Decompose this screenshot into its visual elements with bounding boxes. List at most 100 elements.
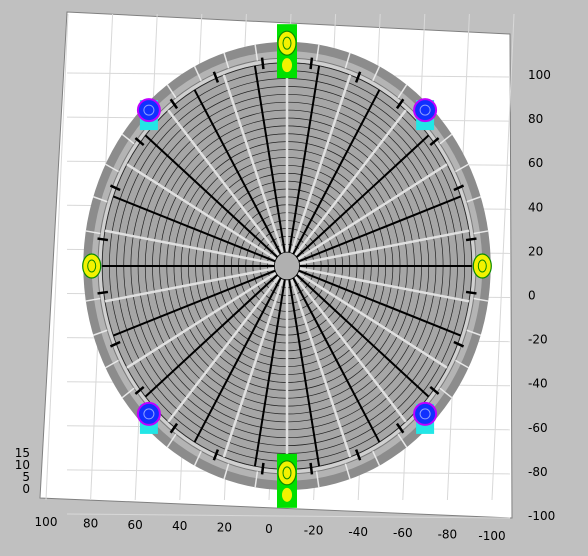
- y-tick-label: 60: [528, 156, 543, 170]
- radial-spoke: [104, 267, 275, 303]
- wall-segment-edge: [105, 359, 119, 369]
- grid-line-vertical: [491, 13, 515, 501]
- y-tick-label: -20: [528, 333, 548, 347]
- radial-spoke: [253, 279, 286, 467]
- ring-marker: [309, 57, 314, 70]
- radial-spoke: [295, 274, 430, 398]
- wall-segment-edge: [93, 196, 108, 203]
- x-tick-label: 40: [172, 519, 187, 533]
- ring-marker: [395, 422, 405, 434]
- ring-marker: [97, 237, 109, 242]
- wall-segment-edge: [93, 329, 108, 336]
- wall-segment-edge: [397, 433, 408, 448]
- wall-segment-edge: [344, 463, 351, 480]
- ring-marker: [429, 137, 440, 147]
- wall-segment-edge: [85, 297, 101, 302]
- y-tick-label: -60: [528, 421, 548, 435]
- x-axis-ticks: 100 80 60 40 20 0 -20 -40 -60 -80 -100: [35, 515, 506, 543]
- ring-marker: [97, 290, 109, 295]
- ring-marker: [354, 449, 362, 461]
- ring-marker: [453, 184, 465, 192]
- ring-marker: [453, 340, 465, 348]
- radial-spoke: [292, 89, 381, 255]
- wall-segment-edge: [439, 387, 453, 399]
- y-tick-label: 0: [528, 289, 536, 303]
- wall-segment-edge: [439, 133, 453, 145]
- x-tick-label: -40: [348, 525, 368, 539]
- radial-spoke: [167, 275, 280, 423]
- ring-module: [472, 253, 492, 279]
- ring-marker: [212, 449, 220, 461]
- ring-module: [413, 98, 438, 131]
- wall-segment-edge: [455, 163, 469, 173]
- wall-segment-edge: [193, 66, 202, 82]
- wall-segment-edge: [121, 387, 135, 399]
- wall-segment-edge: [397, 84, 408, 99]
- x-tick-label: 100: [35, 515, 58, 529]
- radial-spoke: [126, 163, 277, 261]
- y-tick-label: 40: [528, 200, 543, 214]
- ring-marker: [465, 290, 477, 295]
- radial-spoke: [193, 277, 282, 443]
- ring-marker: [260, 462, 265, 475]
- radial-spoke: [290, 74, 352, 254]
- wall-segment-edge: [254, 471, 259, 488]
- ring-module: [136, 98, 161, 131]
- ring-marker: [134, 137, 145, 147]
- radial-spoke: [297, 271, 448, 369]
- y-tick-label: -100: [528, 509, 555, 523]
- grid-line-horizontal: [66, 513, 511, 519]
- x-tick-label: -100: [478, 529, 505, 543]
- wall-segment-edge: [121, 133, 135, 145]
- ring-marker: [429, 385, 440, 395]
- wall-segment-edge: [166, 433, 177, 448]
- radial-spoke: [295, 134, 430, 258]
- wall-segment-edge: [466, 196, 481, 203]
- radial-spoke: [222, 74, 284, 254]
- y-tick-label: 100: [528, 68, 551, 82]
- radial-spoke: [144, 134, 279, 258]
- wall-segment-edge: [85, 230, 101, 235]
- ring-module: [82, 253, 102, 279]
- z-tick-label: 0: [22, 482, 30, 496]
- radial-spoke: [298, 195, 462, 263]
- wall-segment-edge: [344, 52, 351, 69]
- ring-marker: [309, 462, 314, 475]
- radial-spoke: [292, 277, 381, 443]
- wall-segment-edge: [466, 329, 481, 336]
- radial-spoke: [288, 65, 321, 253]
- circular-structure: [82, 24, 492, 508]
- ring-marker: [134, 385, 145, 395]
- ring-marker: [109, 184, 121, 192]
- x-tick-label: 0: [265, 522, 273, 536]
- y-tick-label: 80: [528, 112, 543, 126]
- y-tick-label: 20: [528, 244, 543, 258]
- z-tick-label: 10: [15, 458, 30, 472]
- radial-spoke: [299, 267, 470, 303]
- radial-spoke: [112, 269, 276, 337]
- wall-segment-edge: [193, 450, 202, 466]
- radial-spoke: [294, 275, 407, 423]
- wall-segment-edge: [455, 359, 469, 369]
- x-tick-label: -80: [438, 528, 458, 542]
- x-tick-label: -20: [304, 523, 324, 537]
- ring-marker: [260, 57, 265, 70]
- ring-module: [413, 401, 438, 434]
- wall-segment-edge: [105, 163, 119, 173]
- ring-marker: [169, 98, 179, 110]
- x-tick-label: 80: [83, 516, 98, 530]
- radial-spoke: [112, 195, 276, 263]
- wall-segment-edge: [315, 44, 320, 61]
- radial-spoke: [193, 89, 282, 255]
- ring-marker: [395, 98, 405, 110]
- wall-segment-edge: [223, 463, 230, 480]
- ring-marker: [354, 71, 362, 83]
- wall-segment-edge: [372, 66, 381, 82]
- radial-spoke: [299, 229, 470, 265]
- radial-spoke: [298, 269, 462, 337]
- wall-segment-edge: [372, 450, 381, 466]
- x-tick-label: 20: [217, 521, 232, 535]
- wall-segment-edge: [473, 297, 489, 302]
- radial-spoke: [222, 278, 284, 458]
